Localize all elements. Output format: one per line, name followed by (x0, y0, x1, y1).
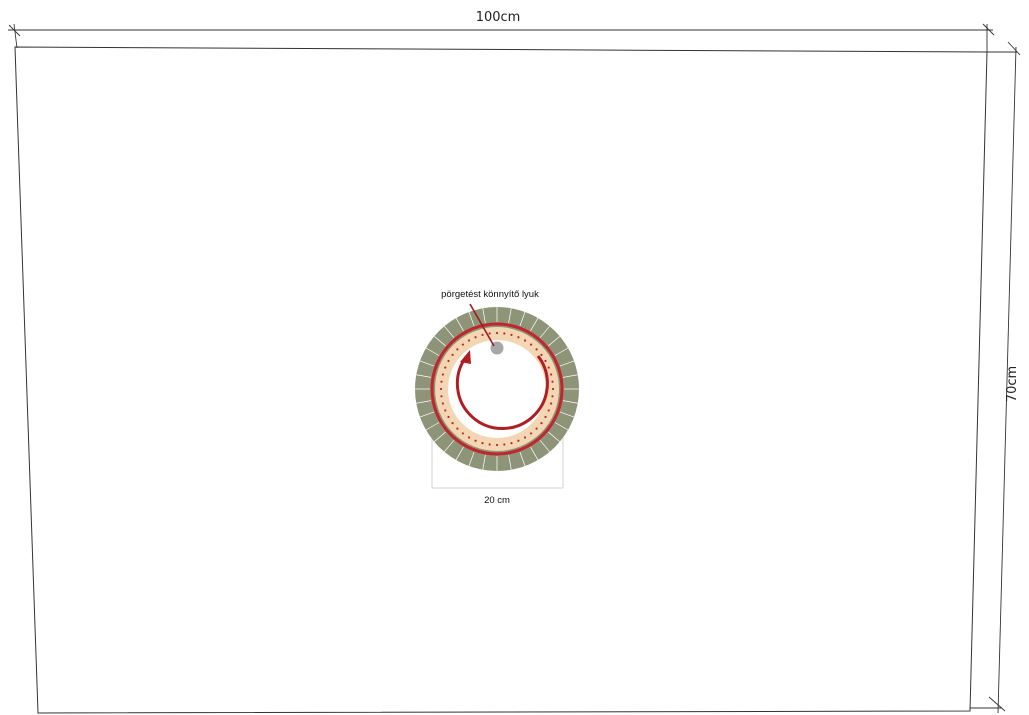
outer-segment-divider (508, 454, 512, 470)
outer-segment-divider (554, 422, 569, 431)
inner-ring-mark (488, 443, 491, 446)
outer-segment-divider (539, 440, 550, 453)
outer-segment-divider (444, 325, 455, 338)
inner-ring-mark (447, 359, 450, 363)
outer-segment-divider (519, 311, 526, 327)
inner-ring-mark (510, 441, 513, 445)
outer-segment-divider (530, 446, 539, 461)
inner-ring-mark (551, 380, 554, 383)
outer-segment-divider (482, 308, 486, 324)
rotation-arrowhead (460, 350, 471, 364)
inner-ring-mark (544, 359, 547, 363)
inner-ring-mark (474, 336, 477, 339)
outer-segment-divider (562, 374, 578, 378)
outer-segment-divider (468, 311, 475, 327)
outer-segment-divider (548, 431, 561, 442)
inner-ring-mark (551, 387, 555, 391)
outer-segment-divider (548, 336, 561, 347)
inner-ring-mark (503, 443, 506, 446)
inner-ring-mark (517, 336, 520, 339)
inner-ring-mark (529, 343, 533, 346)
inner-ring-mark (549, 402, 553, 405)
outer-segment-divider (419, 411, 435, 418)
inner-ring-mark (461, 432, 465, 435)
inner-ring-mark (440, 380, 443, 383)
inner-ring-mark (444, 366, 447, 369)
outer-segment-divider (562, 400, 578, 404)
inner-ring-mark (451, 421, 454, 425)
outer-segment-divider (530, 317, 539, 332)
disc-diameter-label: 20 cm (484, 495, 510, 506)
outer-segment-divider (482, 454, 486, 470)
outer-segment-divider (433, 336, 446, 347)
inner-ring-mark (551, 395, 554, 398)
inner-ring-mark (456, 427, 459, 430)
inner-ring-mark (481, 441, 484, 445)
width-label: 100cm (476, 10, 521, 25)
inner-ring-mark (540, 353, 543, 357)
outer-segment-divider (433, 431, 446, 442)
inner-ring-mark (523, 339, 527, 342)
inner-ring-mark (467, 436, 471, 439)
inner-ring-mark (441, 373, 445, 376)
inner-ring-mark (488, 332, 491, 335)
inner-ring-mark (535, 427, 538, 430)
inner-ring-mark (451, 353, 454, 357)
inner-ring-mark (535, 348, 538, 351)
inner-ring-mark (467, 339, 471, 342)
inner-ring-mark (517, 439, 520, 442)
inner-ring-mark (456, 348, 459, 351)
outer-segment-divider (444, 440, 455, 453)
inner-ring-mark (529, 432, 533, 435)
inner-ring-mark (440, 395, 443, 398)
inner-ring-mark (503, 332, 506, 335)
outer-segment-divider (519, 451, 526, 467)
outer-segment-divider (559, 411, 575, 418)
outer-segment-divider (455, 446, 464, 461)
inner-ring-mark (439, 387, 443, 391)
outer-segment-divider (425, 347, 440, 356)
height-dimension: 70cm (970, 41, 1021, 714)
inner-ring-mark (540, 421, 543, 425)
outer-segment-divider (554, 347, 569, 356)
disc-red-rim (430, 322, 564, 456)
outer-segment-divider (559, 360, 575, 367)
width-dimension: 100cm (8, 10, 995, 52)
inner-ring-mark (444, 409, 447, 412)
hole-annotation-label: pörgetést könnyítő lyuk (441, 289, 539, 300)
outer-segment-divider (539, 325, 550, 338)
outer-segment-divider (425, 422, 440, 431)
spinner-disc (415, 307, 579, 471)
inner-ring-mark (547, 409, 550, 412)
inner-ring-mark (510, 333, 513, 337)
rotation-arrow (455, 355, 549, 430)
outer-segment-divider (416, 400, 432, 404)
inner-ring-mark (481, 333, 484, 337)
inner-ring-mark (495, 331, 499, 335)
outer-segment-divider (455, 317, 464, 332)
inner-ring-mark (461, 343, 465, 346)
inner-ring-mark (547, 366, 550, 369)
inner-ring-markings (439, 331, 555, 447)
inner-ring-mark (523, 436, 527, 439)
outer-segment-divider (468, 451, 475, 467)
disc-center (448, 340, 546, 438)
outer-segment-divider (419, 360, 435, 367)
outer-segment-divider (508, 308, 512, 324)
inner-ring-mark (474, 439, 477, 442)
hole-annotation: pörgetést könnyítő lyuk (441, 289, 539, 347)
inner-ring-mark (441, 402, 445, 405)
outer-segment-divider (416, 374, 432, 378)
outer-ring-segments (415, 307, 579, 471)
inner-ring-mark (544, 415, 547, 419)
inner-ring-mark (495, 443, 499, 447)
inner-ring-mark (447, 415, 450, 419)
inner-ring-mark (549, 373, 553, 376)
height-label: 70cm (1005, 366, 1020, 402)
